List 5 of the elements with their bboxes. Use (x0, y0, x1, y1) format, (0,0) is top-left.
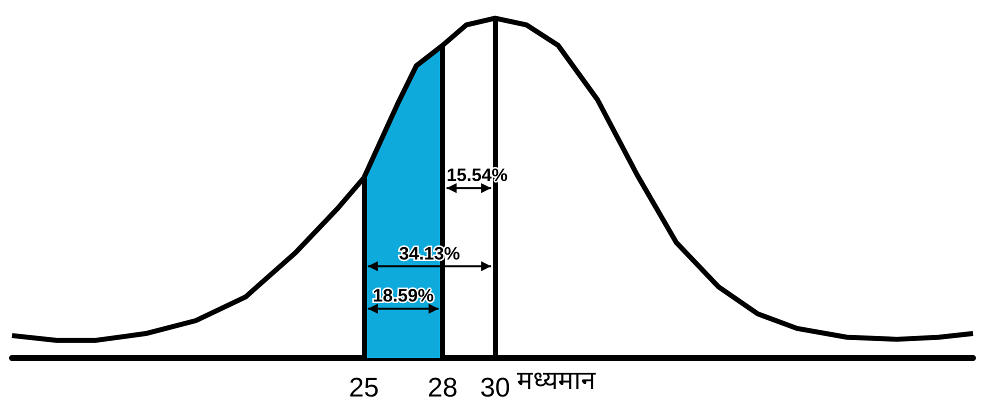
x-axis-title: मध्यमान (517, 366, 596, 396)
x-tick-label: 28 (428, 372, 458, 402)
x-tick-label: 25 (348, 372, 379, 402)
x-tick-label: 30 (480, 372, 510, 402)
annotation: 18.59% (372, 286, 434, 306)
